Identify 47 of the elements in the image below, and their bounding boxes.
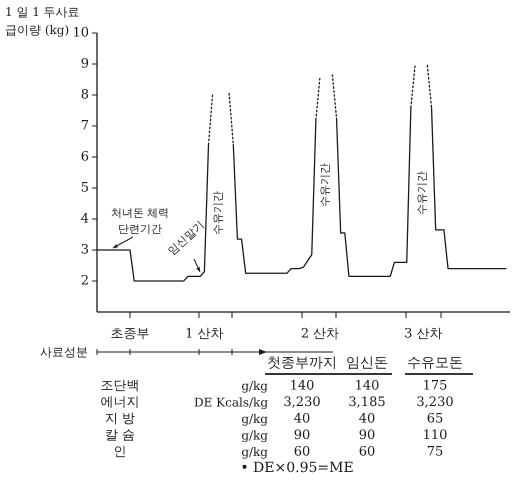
category-label: 칼 슘: [104, 428, 136, 443]
text: 3,185: [348, 395, 386, 410]
text: 140: [354, 378, 380, 394]
category-label: 조단백: [100, 378, 140, 394]
y-tick-label: 10: [72, 26, 89, 40]
category-label: g/kg: [241, 428, 268, 442]
x-tick-label: 초종부: [110, 326, 150, 342]
x-tick-label: 2 산차: [300, 326, 340, 342]
text: 110: [422, 428, 448, 443]
text: 40: [358, 412, 376, 426]
category-label: 인: [114, 444, 126, 460]
annotation: 수유기간: [212, 191, 224, 235]
text: • DE×0.95=ME: [240, 460, 354, 476]
annotation: 수유기간: [318, 163, 332, 207]
category-label: g/kg: [241, 412, 268, 426]
x-tick-label: 1 산차: [185, 326, 224, 342]
annotation: 수유기간: [416, 171, 428, 215]
y-tick-label: 4: [80, 212, 89, 226]
text: 60: [358, 444, 376, 460]
y-tick-label: 7: [80, 118, 89, 134]
text: 75: [426, 444, 444, 460]
text: 사료성분: [40, 345, 88, 359]
text: 90: [294, 428, 310, 443]
text: 90: [358, 428, 376, 443]
category-label: 첫종부까지: [267, 355, 337, 371]
category-label: DE Kcals/kg: [194, 396, 268, 410]
category-label: 임신돈: [346, 355, 388, 371]
text: 140: [290, 378, 314, 394]
category-label: g/kg: [241, 445, 268, 459]
text: 40: [294, 412, 310, 426]
annotation: 처녀돈 체력 단련기간: [110, 206, 170, 236]
text: 3,230: [283, 395, 321, 410]
category-label: 에너지: [100, 395, 140, 410]
text: 175: [422, 378, 448, 394]
y-tick-label: 5: [80, 180, 89, 196]
y-tick-label: 8: [80, 88, 89, 102]
y-tick-label: 9: [80, 56, 89, 72]
x-tick-label: 3 산차: [404, 326, 442, 342]
text: 3,230: [416, 395, 454, 410]
y-tick-label: 2: [80, 274, 89, 288]
category-label: g/kg: [241, 379, 268, 393]
category-label: 지 방: [104, 412, 136, 426]
y-tick-label: 3: [80, 242, 89, 258]
category-label: 수유모돈: [407, 355, 463, 371]
text: 65: [426, 412, 444, 426]
y-tick-label: 6: [80, 150, 89, 164]
text: 60: [294, 444, 310, 460]
